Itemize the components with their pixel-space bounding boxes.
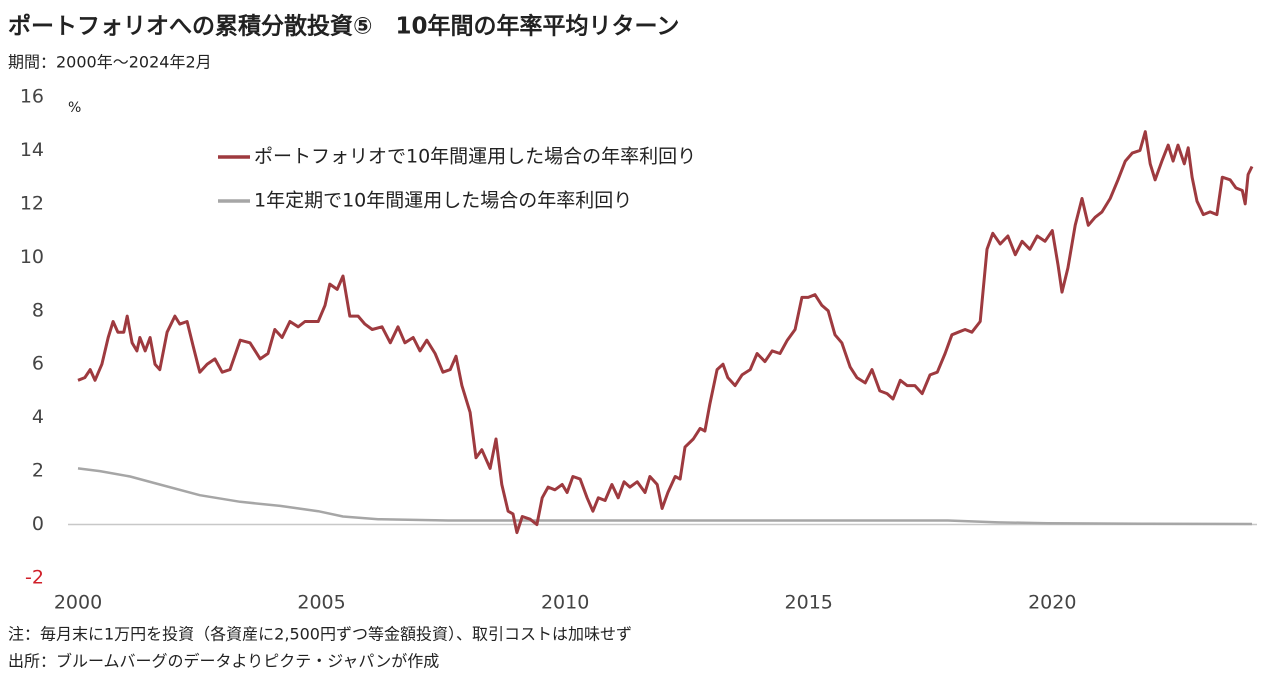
subtitle: 期間：2000年～2024年2月 (8, 53, 212, 72)
legend-label: 1年定期で10年間運用した場合の年率利回り (254, 190, 632, 212)
y-tick-label: 8 (32, 299, 44, 321)
y-tick-label: 14 (20, 139, 44, 161)
y-tick-label: 6 (32, 353, 44, 375)
source: 出所：ブルームバーグのデータよりピクテ・ジャパンが作成 (8, 652, 439, 671)
y-tick-label: 2 (32, 460, 44, 482)
x-tick-label: 2015 (785, 592, 833, 614)
x-tick-label: 2000 (54, 592, 102, 614)
x-tick-label: 2020 (1028, 592, 1076, 614)
y-tick-label: 12 (20, 192, 44, 214)
y-tick-label: 10 (20, 246, 44, 268)
series-line (77, 130, 1254, 535)
y-tick-label: 4 (32, 406, 44, 428)
x-tick-label: 2005 (297, 592, 345, 614)
chart-title: ポートフォリオへの累積分散投資⑤ 10年間の年率平均リターン (8, 13, 679, 40)
legend-label: ポートフォリオで10年間運用した場合の年率利回り (254, 146, 696, 168)
y-tick-label: -2 (25, 567, 44, 589)
x-tick-label: 2010 (541, 592, 589, 614)
series-line (77, 467, 1253, 526)
y-tick-label: 16 (20, 86, 44, 108)
note: 注：毎月末に1万円を投資（各資産に2,500円ずつ等金額投資）、取引コストは加味… (8, 625, 632, 644)
y-tick-label: 0 (32, 513, 44, 535)
y-unit: % (68, 100, 81, 116)
